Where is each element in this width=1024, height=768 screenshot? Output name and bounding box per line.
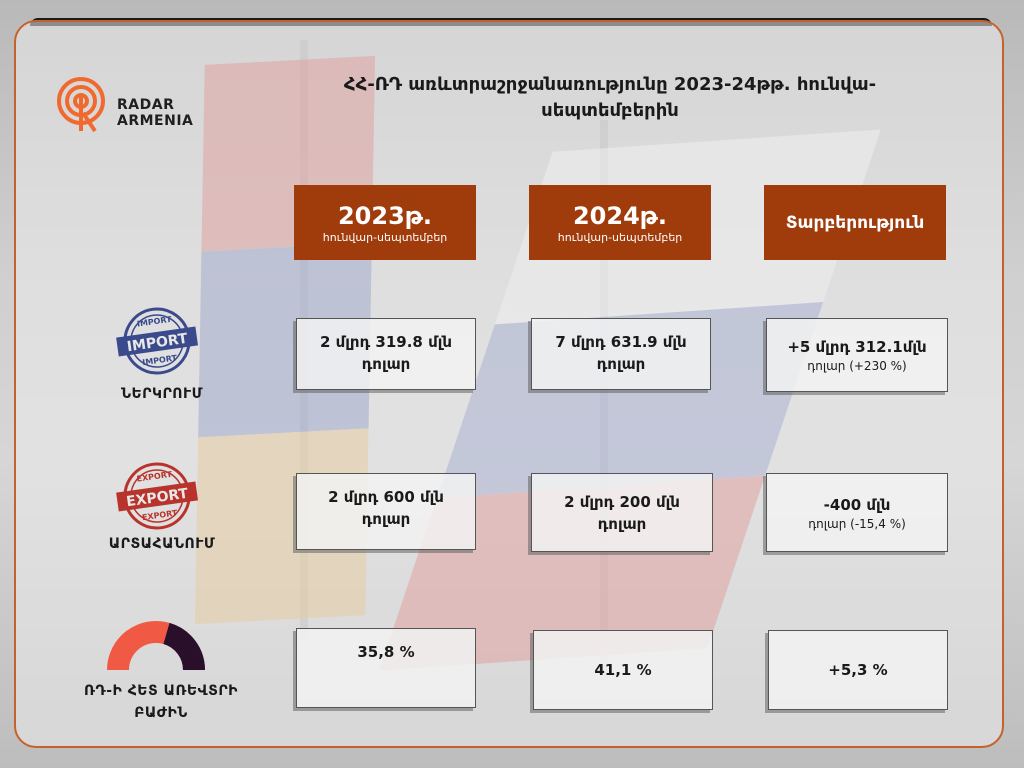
row-label-share: ՌԴ-Ի ՀԵՏ ԱՌԵՎՏՐԻ ԲԱԺԻՆ — [84, 683, 238, 721]
share-diff-cell: +5,3 % — [768, 630, 948, 710]
import-stamp-icon: IMPORT IMPORT IMPORT — [116, 307, 199, 375]
share-2023-value: 35,8 % — [357, 643, 415, 661]
share-diff-value: +5,3 % — [828, 661, 888, 679]
import-diff-value: +5 մլրդ 312.1մլն — [787, 338, 927, 356]
import-diff-sub: դոլար (+230 %) — [807, 359, 907, 373]
stamp-main-text: IMPORT — [126, 331, 189, 355]
row-label-import: ՆԵՐԿՐՈՒՄ — [120, 386, 204, 402]
logo-line1: RADAR — [117, 97, 175, 113]
share-2024-cell: 41,1 % — [533, 630, 713, 710]
import-2023-value: 2 մլրդ 319.8 մլն դոլար — [319, 333, 452, 373]
export-diff-value: -400 մլն — [823, 495, 891, 514]
header-difference: Տարբերություն — [764, 185, 946, 260]
radar-icon — [57, 77, 105, 133]
export-2023-value: 2 մլրդ 600 մլն դոլար — [328, 488, 444, 528]
row-label-export: ԱՐՏԱՀԱՆՈՒՄ — [108, 536, 216, 552]
export-diff-cell: -400 մլն դոլար (-15,4 %) — [766, 473, 948, 552]
import-2023-cell: 2 մլրդ 319.8 մլն դոլար — [296, 318, 476, 390]
share-2023-cell: 35,8 % — [296, 628, 476, 708]
import-2024-value: 7 մլրդ 631․9 մլն դոլար — [555, 333, 687, 373]
stamp-top-text: EXPORT — [136, 470, 173, 484]
header-2023-year: 2023թ. — [337, 201, 433, 230]
header-2024-period: հունվար-սեպտեմբեր — [557, 230, 683, 244]
import-2024-cell: 7 մլրդ 631․9 մլն դոլար — [531, 318, 711, 390]
header-2023: 2023թ. հունվար-սեպտեմբեր — [294, 185, 476, 260]
export-2024-value: 2 մլրդ 200 մլն դոլար — [564, 492, 680, 533]
header-2023-period: հունվար-սեպտեմբեր — [322, 230, 448, 244]
stamp-bottom-text: IMPORT — [142, 353, 178, 367]
export-diff-sub: դոլար (-15,4 %) — [808, 516, 906, 531]
logo: RADAR ARMENIA — [55, 75, 205, 135]
logo-line2: ARMENIA — [117, 113, 194, 129]
header-2024-year: 2024թ. — [572, 201, 668, 230]
logo-text: RADAR ARMENIA — [117, 97, 193, 129]
share-gauge-icon — [107, 621, 205, 671]
page-title: ՀՀ-ՌԴ առևտրաշրջանառությունը 2023-24թթ. հ… — [343, 74, 877, 121]
stamp-bottom-text: EXPORT — [141, 508, 178, 522]
export-stamp-icon: EXPORT EXPORT EXPORT — [116, 462, 199, 530]
export-2023-cell: 2 մլրդ 600 մլն դոլար — [296, 473, 476, 550]
header-2024: 2024թ. հունվար-սեպտեմբեր — [529, 185, 711, 260]
header-difference-label: Տարբերություն — [785, 212, 925, 233]
stamp-top-text: IMPORT — [136, 315, 172, 329]
share-2024-value: 41,1 % — [594, 661, 652, 679]
import-diff-cell: +5 մլրդ 312.1մլն դոլար (+230 %) — [766, 318, 948, 392]
export-2024-cell: 2 մլրդ 200 մլն դոլար — [531, 473, 713, 552]
